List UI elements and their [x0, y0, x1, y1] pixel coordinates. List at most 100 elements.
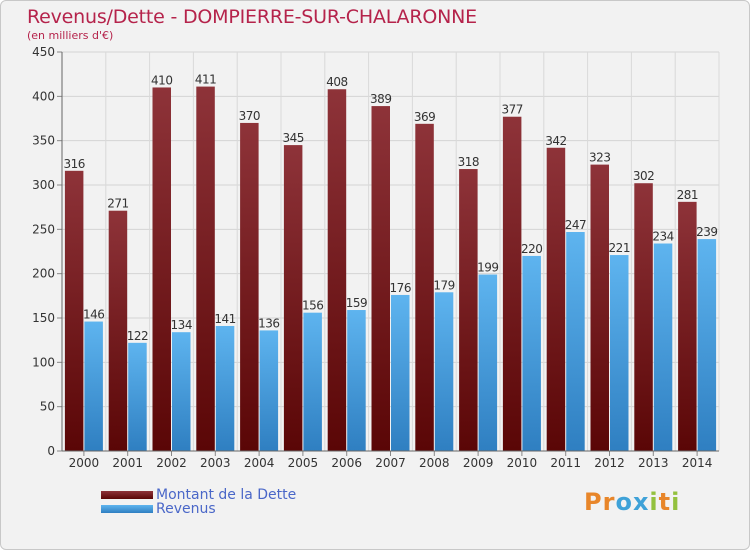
- x-tick-label: 2005: [288, 456, 319, 470]
- bar-dette: [678, 201, 697, 451]
- bar-dette: [64, 170, 84, 451]
- x-tick-label: 2009: [463, 456, 494, 470]
- y-tick-label: 400: [32, 89, 55, 103]
- y-tick-label: 250: [32, 222, 55, 236]
- data-label-dette: 369: [414, 110, 435, 124]
- data-label-revenus: 176: [390, 281, 411, 295]
- y-tick-label: 50: [40, 400, 55, 414]
- y-tick-label: 150: [32, 311, 55, 325]
- data-label-dette: 370: [239, 109, 260, 123]
- bar-dette: [152, 87, 171, 451]
- bar-dette: [459, 169, 478, 452]
- data-label-dette: 411: [195, 73, 216, 87]
- data-label-dette: 345: [282, 131, 303, 145]
- data-label-dette: 323: [589, 151, 610, 165]
- bar-revenus: [172, 332, 191, 451]
- data-label-dette: 316: [63, 157, 84, 171]
- data-label-revenus: 234: [652, 230, 673, 244]
- logo-letter: t: [658, 488, 672, 516]
- bar-dette: [240, 122, 259, 451]
- data-label-dette: 318: [458, 155, 479, 169]
- data-label-revenus: 199: [477, 261, 498, 275]
- bar-dette: [502, 116, 522, 451]
- y-tick-label: 100: [32, 355, 55, 369]
- y-tick-label: 200: [32, 267, 55, 281]
- bar-dette: [634, 183, 653, 451]
- data-label-dette: 408: [326, 75, 347, 89]
- data-label-revenus: 156: [302, 299, 323, 313]
- x-tick-label: 2007: [375, 456, 406, 470]
- y-tick-label: 300: [32, 178, 55, 192]
- data-label-revenus: 220: [521, 242, 542, 256]
- proxiti-logo: Proxiti: [584, 488, 680, 516]
- data-label-revenus: 141: [214, 312, 235, 326]
- legend-swatch-dette: [101, 491, 153, 499]
- bar-dette: [590, 164, 609, 451]
- logo-letter: i: [671, 488, 681, 516]
- bar-dette: [283, 145, 303, 451]
- bar-revenus: [434, 292, 454, 451]
- bar-revenus: [478, 274, 498, 451]
- data-label-revenus: 221: [609, 241, 630, 255]
- x-tick-label: 2000: [69, 456, 100, 470]
- data-label-dette: 377: [501, 103, 522, 117]
- data-label-revenus: 239: [696, 225, 717, 239]
- plot-area: [62, 52, 719, 451]
- data-label-revenus: 146: [83, 308, 104, 322]
- chart-title: Revenus/Dette - DOMPIERRE-SUR-CHALARONNE: [27, 6, 477, 28]
- x-tick-label: 2008: [419, 456, 450, 470]
- bar-revenus: [84, 321, 103, 451]
- bar-revenus: [391, 294, 410, 451]
- data-label-revenus: 159: [346, 296, 367, 310]
- data-label-dette: 302: [633, 169, 654, 183]
- bar-revenus: [522, 255, 541, 451]
- x-tick-label: 2001: [112, 456, 143, 470]
- bar-revenus: [566, 231, 585, 451]
- data-label-dette: 342: [545, 134, 566, 148]
- logo-letter: P: [584, 488, 603, 516]
- bar-dette: [108, 210, 128, 451]
- bar-revenus: [347, 310, 366, 451]
- data-label-revenus: 247: [565, 218, 586, 232]
- x-tick-label: 2011: [550, 456, 581, 470]
- logo-letter: o: [615, 488, 633, 516]
- y-tick-label: 350: [32, 134, 55, 148]
- y-tick-label: 0: [47, 444, 55, 458]
- bar-revenus: [653, 243, 673, 451]
- bar-dette: [371, 106, 390, 451]
- x-tick-label: 2012: [594, 456, 625, 470]
- legend-item-revenus: Revenus: [101, 501, 216, 517]
- legend-item-dette: Montant de la Dette: [101, 487, 296, 503]
- data-label-revenus: 122: [127, 329, 148, 343]
- x-tick-label: 2002: [156, 456, 187, 470]
- data-label-dette: 389: [370, 92, 391, 106]
- bar-dette: [196, 86, 215, 451]
- logo-letter: i: [649, 488, 659, 516]
- data-label-revenus: 179: [433, 278, 454, 292]
- bar-revenus: [215, 325, 235, 451]
- bar-revenus: [697, 239, 717, 451]
- data-label-dette: 271: [107, 197, 128, 211]
- chart-subtitle: (en milliers d'€): [27, 29, 114, 42]
- data-label-revenus: 136: [258, 316, 279, 330]
- bar-revenus: [610, 255, 629, 451]
- legend-label-dette: Montant de la Dette: [156, 487, 297, 503]
- legend-label-revenus: Revenus: [156, 501, 216, 517]
- logo-letter: r: [602, 488, 616, 516]
- x-tick-label: 2013: [638, 456, 669, 470]
- bar-revenus: [303, 312, 322, 451]
- x-tick-label: 2010: [507, 456, 538, 470]
- bar-dette: [546, 147, 566, 451]
- bar-revenus: [259, 330, 279, 451]
- bar-dette: [415, 123, 434, 451]
- data-label-dette: 410: [151, 73, 172, 87]
- x-tick-label: 2014: [682, 456, 713, 470]
- data-label-dette: 281: [677, 188, 698, 202]
- bar-dette: [327, 89, 347, 452]
- data-label-revenus: 134: [171, 318, 192, 332]
- x-tick-label: 2006: [331, 456, 362, 470]
- legend-swatch-revenus: [101, 505, 153, 513]
- logo-letter: x: [632, 488, 650, 516]
